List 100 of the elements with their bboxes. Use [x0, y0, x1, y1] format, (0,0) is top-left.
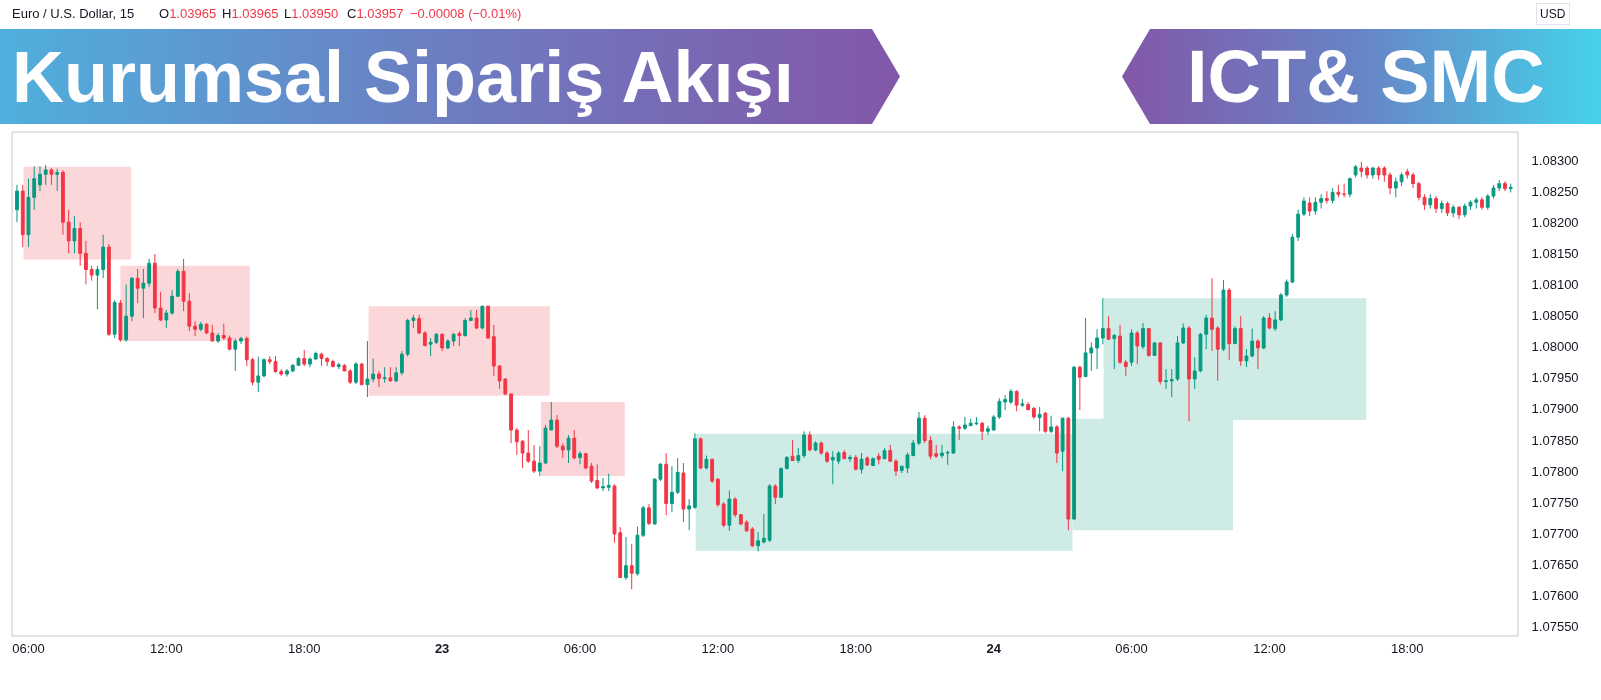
candlestick — [1301, 196, 1306, 217]
candlestick — [721, 501, 726, 528]
candlestick — [1365, 165, 1369, 180]
candlestick — [1370, 166, 1375, 180]
text: −0.00008 (−0.01%) — [410, 6, 522, 21]
candlestick — [813, 440, 818, 452]
x-tick-label: 18:00 — [839, 640, 873, 656]
candlestick — [767, 483, 772, 543]
candlestick — [894, 458, 898, 477]
candlestick — [1330, 187, 1335, 205]
candlestick — [377, 370, 381, 388]
candlestick — [1347, 176, 1352, 198]
candlestick — [601, 477, 605, 492]
candlestick — [1445, 201, 1450, 217]
candlestick — [1146, 327, 1151, 358]
candlestick — [1434, 195, 1438, 214]
candlestick — [1336, 184, 1341, 198]
candlestick — [853, 454, 858, 471]
candlestick — [790, 439, 795, 462]
candlestick — [1261, 315, 1266, 350]
candlestick — [687, 498, 692, 531]
candlestick — [566, 434, 571, 464]
candlestick — [715, 477, 720, 508]
candlestick — [802, 430, 806, 459]
text: ICT& SMC — [1187, 35, 1545, 118]
candlestick — [1037, 406, 1042, 432]
candlestick — [963, 416, 967, 431]
candlestick — [1118, 324, 1122, 365]
candlestick — [417, 314, 422, 335]
candlestick — [1049, 415, 1054, 434]
y-tick-label: 1.08300 — [1531, 152, 1579, 168]
candlestick — [1405, 168, 1410, 180]
text: USD — [1540, 7, 1566, 21]
candlestick — [1324, 190, 1329, 205]
candlestick — [61, 169, 65, 236]
candlestick — [1123, 359, 1128, 377]
candlestick — [158, 291, 163, 322]
x-tick-label: 06:00 — [1115, 640, 1148, 656]
candlestick — [164, 309, 169, 329]
candlestick — [118, 299, 123, 343]
candlestick — [440, 333, 445, 352]
candlestick — [664, 452, 669, 516]
candlestick — [106, 243, 111, 337]
candlestick — [1014, 389, 1019, 412]
candlestick — [779, 466, 783, 499]
candlestick — [871, 456, 875, 467]
chart-title: Kurumsal Sipariş Akışı — [12, 36, 794, 117]
candlestick — [491, 324, 496, 377]
candlestick — [980, 421, 985, 441]
candlestick — [1152, 341, 1157, 357]
y-tick-label: 1.07900 — [1531, 401, 1579, 417]
candlestick — [336, 362, 341, 370]
candlestick — [1158, 341, 1163, 386]
y-tick-label: 1.07700 — [1531, 525, 1579, 541]
x-tick-label: 06:00 — [12, 640, 45, 656]
candlestick — [986, 425, 990, 436]
candlestick — [1256, 338, 1260, 370]
candlestick — [675, 457, 680, 495]
candlestick — [233, 338, 238, 372]
candlestick — [262, 357, 266, 378]
candlestick — [1439, 199, 1444, 214]
candlestick — [400, 350, 404, 376]
candlestick — [865, 455, 870, 467]
candlestick — [1031, 406, 1036, 420]
candlestick — [819, 440, 824, 456]
candlestick — [474, 309, 479, 330]
candlestick — [761, 513, 766, 544]
candlestick — [422, 330, 427, 348]
candlestick — [859, 452, 864, 475]
text: C1.03957 — [347, 6, 404, 21]
candlestick — [78, 221, 83, 267]
candlestick — [84, 240, 88, 285]
candlestick — [738, 513, 743, 526]
candlestick — [796, 447, 801, 464]
candlestick — [1399, 171, 1404, 187]
candlestick — [486, 305, 490, 340]
candlestick — [606, 473, 611, 492]
candlestick — [1129, 328, 1134, 367]
y-tick-label: 1.07850 — [1531, 432, 1579, 448]
y-tick-label: 1.08100 — [1531, 276, 1579, 292]
x-tick-label: 12:00 — [150, 640, 183, 656]
candlestick — [468, 309, 473, 322]
candlestick — [1054, 424, 1059, 464]
candlestick — [463, 317, 468, 338]
candlestick — [1227, 287, 1232, 361]
candlestick — [807, 430, 812, 452]
text: H1.03965 — [222, 6, 279, 21]
candlestick — [175, 268, 180, 298]
candlestick — [670, 465, 674, 513]
candlestick — [302, 349, 307, 367]
chart-subtitle: Euro / U.S. Dollar, 15 — [12, 6, 135, 21]
candlestick — [112, 299, 117, 339]
candlestick — [354, 361, 358, 385]
candlestick — [371, 357, 376, 383]
candlestick — [141, 268, 146, 319]
text: L1.03950 — [284, 6, 339, 21]
candlestick — [681, 462, 686, 523]
candlestick — [1043, 411, 1048, 434]
candlestick — [756, 531, 761, 552]
candlestick — [1353, 164, 1358, 178]
